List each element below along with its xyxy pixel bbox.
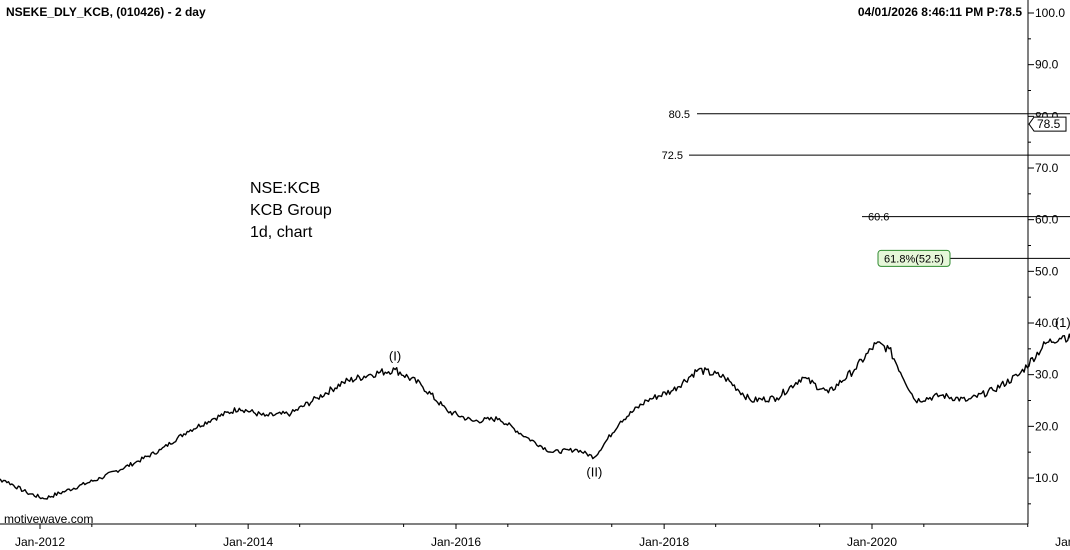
y-tick-label: 20.0 [1035,419,1059,433]
fib-label-box [877,249,951,267]
wave-labels: (I)(II)(1)(2)12iii [389,315,1070,479]
x-tick-label: Jan-2012 [15,535,65,549]
x-axis: Jan-2012 Jan-2014 Jan-2016 Jan-2018 Jan-2020… [15,524,1070,549]
y-tick-label: 60.0 [1035,213,1059,227]
level-lines: 80.5 72.5 60.6 61.8%(52.5) [662,109,1070,267]
level-label-60-6: 60.6 [868,212,889,224]
wave-label: (I) [389,349,401,364]
timestamp-price: 04/01/2026 8:46:11 PM P:78.5 [857,5,1022,19]
x-tick-label: Jan-2020 [847,535,897,549]
y-tick-label: 100.0 [1035,6,1065,20]
y-tick-label: 30.0 [1035,368,1059,382]
wave-label: (II) [586,464,602,479]
x-tick-label: Jan-2018 [639,535,689,549]
info-symbol: NSE:KCB [250,180,321,197]
chart-frame [0,0,1029,525]
x-tick-label: Jan-2014 [223,535,273,549]
y-tick-label: 50.0 [1035,264,1059,278]
price-series [0,333,1070,500]
wave-label: (1) [1055,315,1070,330]
level-label-80-5: 80.5 [669,109,690,121]
watermark: motivewave.com [4,512,94,526]
info-timeframe: 1d, chart [250,224,313,241]
level-label-72-5: 72.5 [662,150,683,162]
level-label-52-5: 61.8%(52.5) [884,253,944,265]
last-price-marker [1028,116,1067,132]
y-tick-label: 70.0 [1035,161,1059,175]
y-tick-label: 40.0 [1035,316,1059,330]
x-tick-label: Jan-2016 [431,535,481,549]
y-tick-label: 10.0 [1035,471,1059,485]
price-line [0,333,1070,500]
last-price-label: 78.5 [1037,117,1061,131]
x-tick-label: Jan-2022 [1055,535,1070,549]
info-company: KCB Group [250,202,332,219]
y-axis: 10.020.030.040.050.060.070.080.090.0100.… [1028,6,1067,505]
y-tick-label: 90.0 [1035,58,1059,72]
chart-title: NSEKE_DLY_KCB, (010426) - 2 day [6,5,206,19]
